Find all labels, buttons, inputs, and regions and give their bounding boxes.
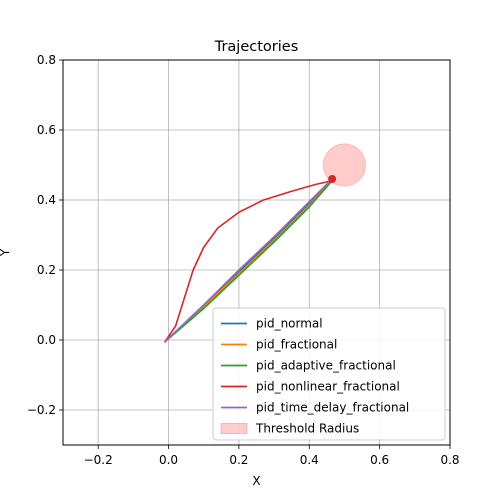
- y-tick-label: 0.8: [37, 53, 56, 67]
- legend-swatch-threshold: [220, 423, 248, 434]
- series-line-pid-nonlinear-fractional: [164, 179, 333, 343]
- plot-frame: [62, 59, 451, 446]
- ticks: −0.2 0.0 0.2 0.4 0.6 0.8 −0.2 0.0 0.2 0.4 0.6 0.8: [27, 53, 460, 467]
- y-tick-label: 0.2: [37, 263, 56, 277]
- legend-label: pid_nonlinear_fractional: [256, 380, 400, 394]
- chart-title: Trajectories: [214, 39, 299, 55]
- y-tick-label: −0.2: [27, 403, 56, 417]
- legend-label: pid_time_delay_fractional: [256, 401, 409, 415]
- series-layer: [164, 178, 333, 343]
- endpoint-marker: [328, 175, 337, 183]
- series-line-pid-fractional: [164, 179, 333, 343]
- series-line-pid-time-delay-fractional: [164, 178, 333, 343]
- y-tick-label: 0.6: [37, 123, 56, 137]
- legend-label: pid_adaptive_fractional: [256, 359, 396, 373]
- x-tick-label: 0.6: [370, 453, 389, 467]
- legend-label: pid_normal: [256, 317, 323, 331]
- x-tick-label: 0.4: [300, 453, 319, 467]
- x-tick-label: 0.2: [229, 453, 248, 467]
- marker-layer: [328, 175, 337, 183]
- x-tick-label: 0.0: [159, 453, 178, 467]
- x-tick-label: 0.8: [440, 453, 459, 467]
- legend-box: [212, 307, 446, 441]
- y-axis-title: Y: [0, 248, 12, 257]
- x-tick-label: −0.2: [84, 453, 113, 467]
- legend: pid_normal pid_fractional pid_adaptive_fra…: [212, 307, 446, 441]
- series-line-pid-adaptive-fractional: [164, 179, 333, 343]
- y-tick-label: 0.4: [37, 193, 56, 207]
- x-axis-title: X: [252, 474, 260, 488]
- grid-lines: [63, 59, 451, 445]
- legend-label: Threshold Radius: [255, 422, 359, 436]
- y-tick-label: 0.0: [37, 333, 56, 347]
- legend-label: pid_fractional: [256, 338, 337, 352]
